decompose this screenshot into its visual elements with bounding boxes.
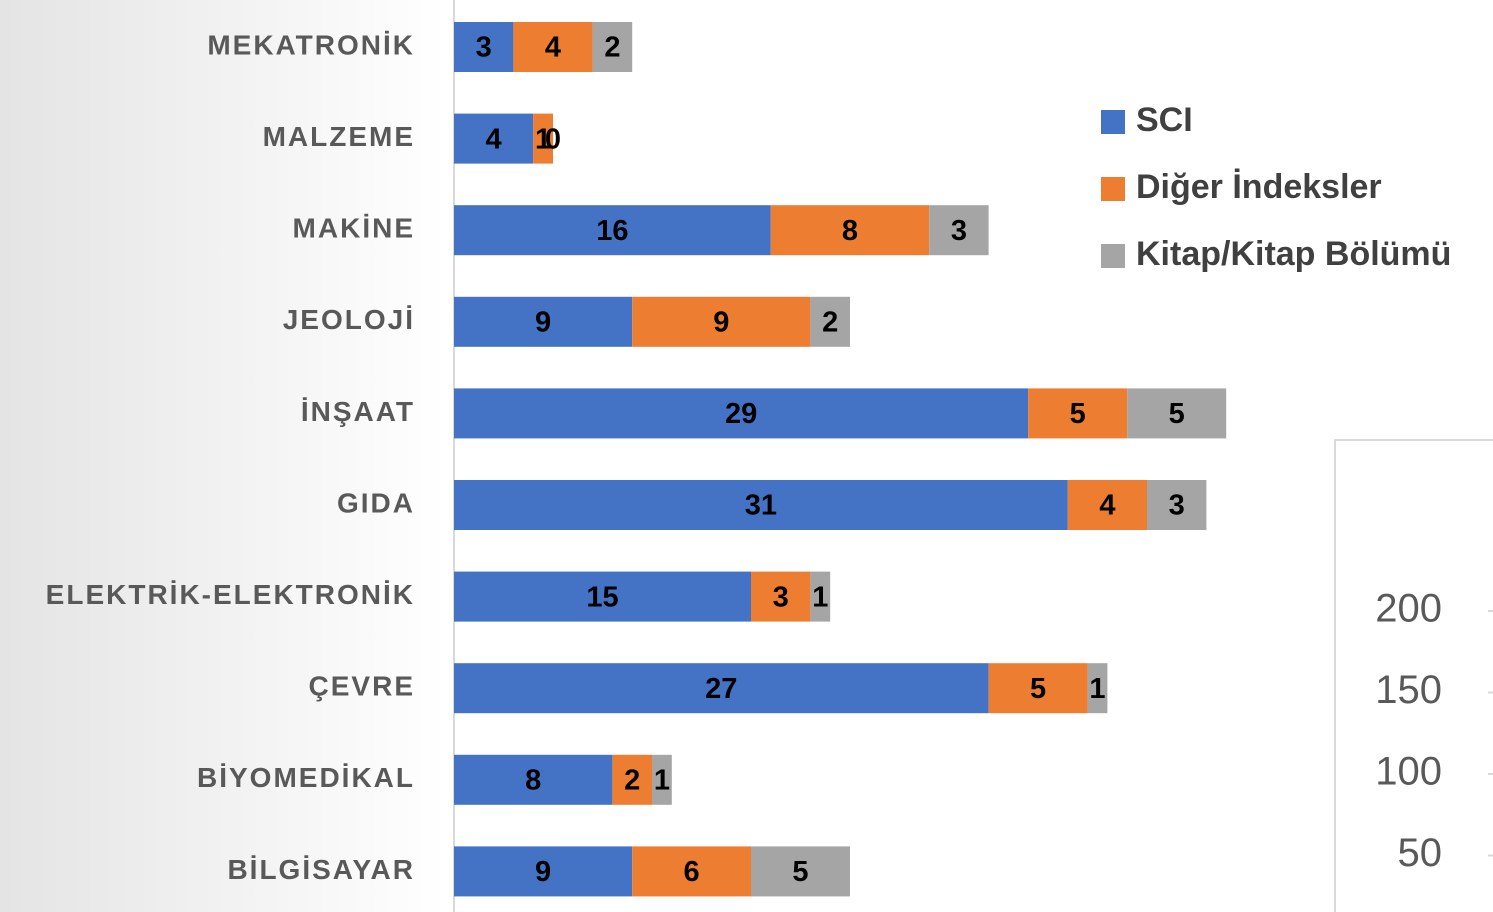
value-label: 2 bbox=[822, 306, 838, 338]
value-label: 1 bbox=[654, 764, 670, 796]
value-label: 0 bbox=[545, 123, 561, 155]
value-label: 27 bbox=[705, 673, 737, 705]
value-label: 16 bbox=[596, 215, 628, 247]
y-tick-label: 100 bbox=[1375, 750, 1442, 794]
value-label: 5 bbox=[1030, 673, 1046, 705]
value-label: 29 bbox=[725, 398, 757, 430]
bar-segment bbox=[632, 846, 751, 897]
bar-segment bbox=[454, 22, 514, 72]
bar-segment bbox=[632, 296, 811, 347]
value-label: 5 bbox=[792, 856, 808, 888]
bar-segment bbox=[1127, 388, 1227, 439]
category-label: BİLGİSAYAR bbox=[227, 854, 415, 885]
bar-segment bbox=[652, 754, 672, 805]
category-label: İNŞAAT bbox=[301, 396, 415, 427]
value-label: 1 bbox=[812, 581, 828, 613]
value-label: 8 bbox=[842, 215, 858, 247]
value-label: 9 bbox=[713, 306, 729, 338]
value-label: 15 bbox=[586, 581, 618, 613]
category-label: GIDA bbox=[337, 487, 415, 518]
bar-segment bbox=[751, 846, 850, 897]
category-label: JEOLOJİ bbox=[283, 304, 415, 335]
bar-segment bbox=[454, 571, 751, 622]
bar-segment bbox=[751, 571, 811, 622]
value-label: 1 bbox=[535, 123, 551, 155]
legend-swatch bbox=[1101, 177, 1125, 201]
bar-segment bbox=[454, 296, 633, 347]
value-label: 3 bbox=[1169, 490, 1185, 522]
bar-segment bbox=[1028, 388, 1128, 439]
value-label: 5 bbox=[1169, 398, 1185, 430]
inset-frame bbox=[1334, 439, 1493, 912]
bar-segment bbox=[454, 480, 1068, 530]
value-label: 2 bbox=[624, 764, 640, 796]
bar-segment bbox=[592, 22, 633, 72]
bar-segment bbox=[454, 663, 989, 714]
category-label: MALZEME bbox=[263, 121, 415, 152]
bar-segment bbox=[810, 571, 831, 622]
y-tick-label: 150 bbox=[1375, 668, 1442, 712]
bar-segment bbox=[810, 296, 850, 347]
value-label: 9 bbox=[535, 306, 551, 338]
category-label: MEKATRONİK bbox=[207, 29, 415, 60]
value-label: 9 bbox=[535, 856, 551, 888]
bar-segment bbox=[454, 205, 771, 256]
value-label: 2 bbox=[604, 32, 620, 64]
legend-label: SCI bbox=[1136, 101, 1193, 139]
value-label: 6 bbox=[684, 856, 700, 888]
value-label: 4 bbox=[486, 123, 502, 155]
bar-segment bbox=[454, 754, 613, 805]
legend-swatch bbox=[1101, 244, 1125, 268]
bar-segment bbox=[612, 754, 652, 805]
category-label: ÇEVRE bbox=[309, 671, 415, 702]
value-label: 3 bbox=[773, 581, 789, 613]
category-label: BİYOMEDİKAL bbox=[197, 762, 415, 793]
legend-label: Diğer İndeksler bbox=[1136, 168, 1382, 206]
value-label: 3 bbox=[951, 215, 967, 247]
category-label: MAKİNE bbox=[293, 213, 415, 244]
category-label: ELEKTRİK-ELEKTRONİK bbox=[46, 579, 415, 610]
value-label: 4 bbox=[545, 32, 561, 64]
bar-segment bbox=[929, 205, 989, 256]
legend-swatch bbox=[1101, 110, 1125, 134]
bar-segment bbox=[454, 846, 633, 897]
y-tick-label: 50 bbox=[1398, 831, 1443, 875]
legend-label: Kitap/Kitap Bölümü bbox=[1136, 235, 1451, 273]
y-tick-label: 200 bbox=[1375, 587, 1442, 631]
value-label: 5 bbox=[1070, 398, 1086, 430]
value-label: 4 bbox=[1099, 490, 1115, 522]
bar-segment bbox=[1067, 480, 1147, 530]
bar-segment bbox=[1147, 480, 1207, 530]
bar-segment bbox=[988, 663, 1088, 714]
bar-segment bbox=[1087, 663, 1108, 714]
value-label: 31 bbox=[745, 490, 777, 522]
bar-segment bbox=[454, 388, 1029, 439]
value-label: 8 bbox=[525, 764, 541, 796]
bar-segment bbox=[513, 22, 593, 72]
bar-segment bbox=[533, 113, 553, 164]
value-label: 1 bbox=[1089, 673, 1105, 705]
value-label: 3 bbox=[476, 32, 492, 64]
bar-segment bbox=[454, 113, 534, 164]
bar-segment bbox=[770, 205, 930, 256]
